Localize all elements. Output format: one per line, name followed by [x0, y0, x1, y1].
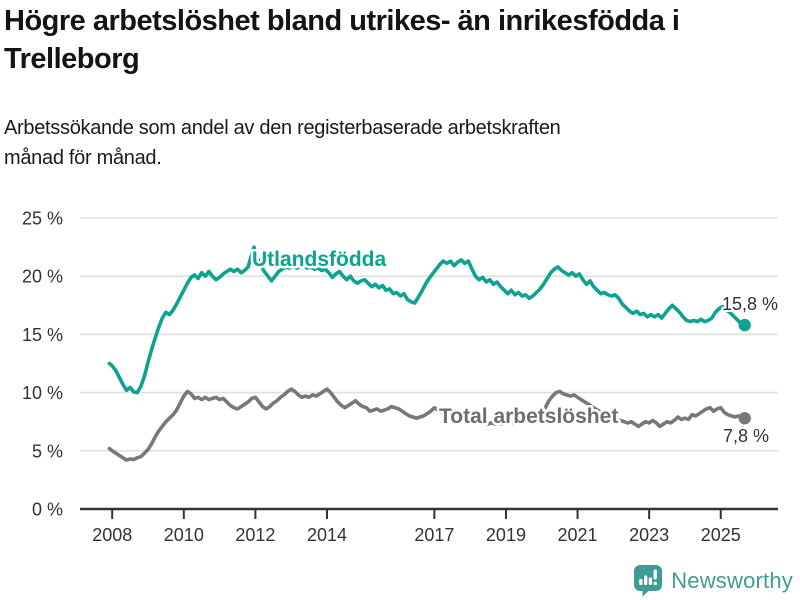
y-tick-label: 10 %: [22, 383, 63, 403]
newsworthy-logo[interactable]: Newsworthy: [633, 564, 793, 597]
x-tick-label: 2021: [558, 525, 598, 545]
series-end-value-total-arbetsloshet: 7,8 %: [723, 426, 769, 446]
x-tick-label: 2023: [629, 525, 669, 545]
series-label-total-arbetsloshet: Total arbetslöshet: [439, 405, 618, 428]
series-end-dot-total-arbetsloshet: [738, 412, 751, 425]
series-line-utlandsfodda: [107, 245, 747, 395]
x-tick-label: 2019: [486, 525, 526, 545]
y-tick-label: 5 %: [32, 441, 63, 461]
y-tick-label: 15 %: [22, 325, 63, 345]
series-line-total-arbetsloshet: [107, 387, 747, 462]
newsworthy-wordmark: Newsworthy: [671, 567, 793, 593]
series-label-utlandsfodda: Utlandsfödda: [252, 248, 386, 271]
x-tick-label: 2017: [414, 525, 454, 545]
x-tick-label: 2012: [235, 525, 275, 545]
series-end-value-utlandsfodda: 15,8 %: [722, 294, 778, 314]
y-tick-label: 20 %: [22, 267, 63, 287]
chart-subtitle: Arbetssökande som andel av den registerb…: [4, 117, 561, 169]
x-tick-label: 2025: [701, 525, 741, 545]
page-title: Högre arbetslöshet bland utrikes- än inr…: [4, 5, 680, 75]
y-tick-label: 0 %: [32, 500, 63, 520]
x-tick-label: 2008: [92, 525, 132, 545]
series-end-dot-utlandsfodda: [738, 318, 751, 332]
y-tick-label: 25 %: [22, 209, 63, 229]
x-tick-label: 2014: [307, 525, 347, 545]
x-tick-label: 2010: [164, 525, 204, 545]
newsworthy-icon: [634, 565, 663, 597]
